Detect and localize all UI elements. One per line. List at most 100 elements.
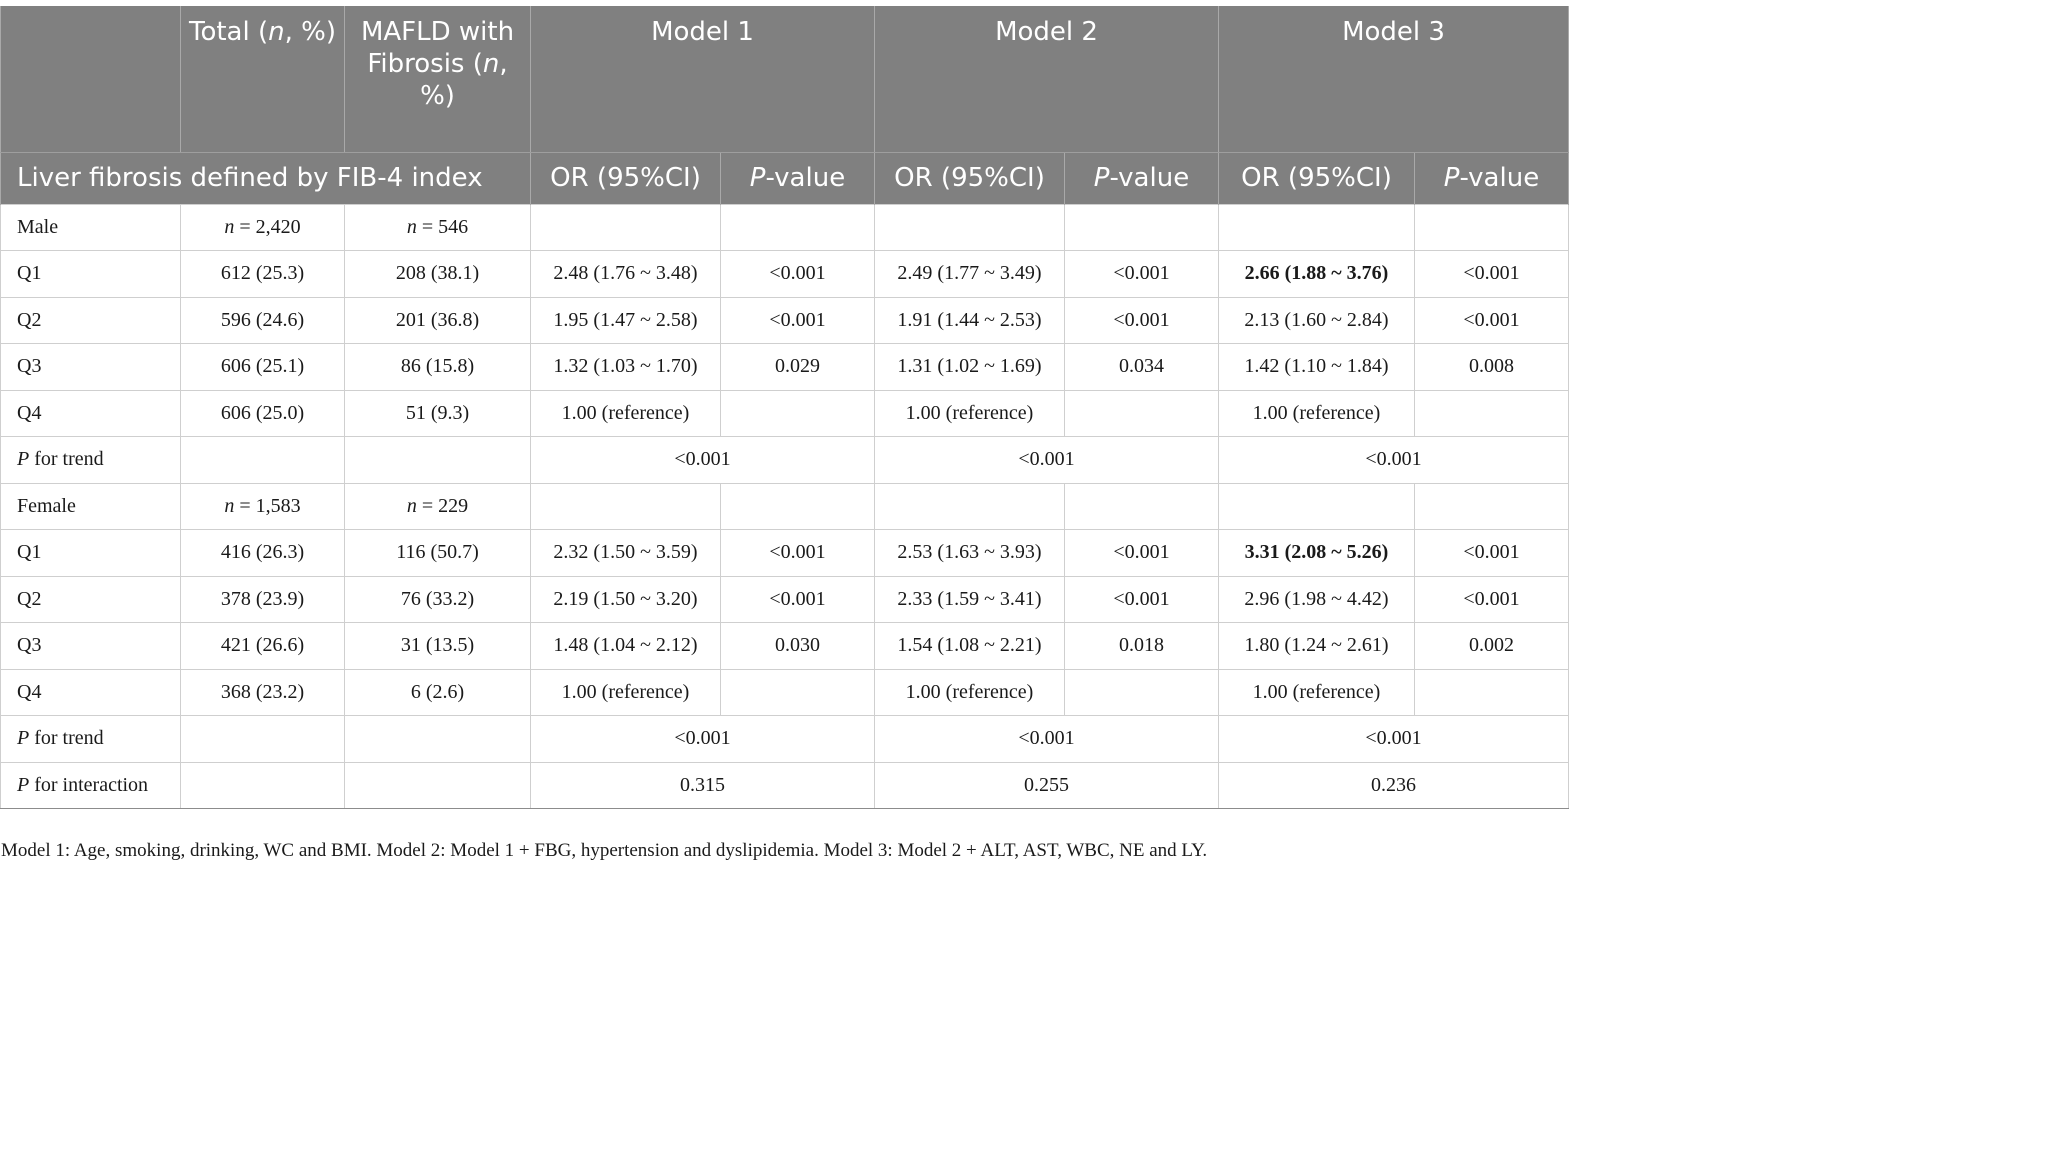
cell-or-3: 2.13 (1.60 ~ 2.84) <box>1218 296 1415 344</box>
cell-fibrosis: 6 (2.6) <box>344 668 531 716</box>
cell-p-2: 0.018 <box>1064 622 1219 670</box>
cell-p-1: 0.029 <box>720 343 875 391</box>
cell-or-2: 1.54 (1.08 ~ 2.21) <box>874 622 1065 670</box>
header-p-model-2: P-value <box>1064 152 1219 204</box>
cell-p-3: <0.001 <box>1414 296 1569 344</box>
table-row: Q1 416 (26.3) 116 (50.7) 2.32 (1.50 ~ 3.… <box>0 529 1569 577</box>
cell-or-1: 1.95 (1.47 ~ 2.58) <box>530 296 721 344</box>
total-n: n = 1,583 <box>180 482 345 530</box>
cell-or-3: 2.66 (1.88 ~ 3.76) <box>1218 250 1415 298</box>
quartile-label: Q2 <box>0 296 181 344</box>
interaction-model-2: 0.255 <box>874 761 1219 809</box>
header-mafld-fibrosis: MAFLD with Fibrosis (n, %) <box>344 6 531 153</box>
header-total: Total (n, %) <box>180 6 345 153</box>
cell-or-3: 2.96 (1.98 ~ 4.42) <box>1218 575 1415 623</box>
group-label: Female <box>0 482 181 530</box>
table-row: Q3 606 (25.1) 86 (15.8) 1.32 (1.03 ~ 1.7… <box>0 343 1569 391</box>
cell-total: 596 (24.6) <box>180 296 345 344</box>
cell-or-1: 2.32 (1.50 ~ 3.59) <box>530 529 721 577</box>
cell-or-3: 1.42 (1.10 ~ 1.84) <box>1218 343 1415 391</box>
cell-p-3 <box>1414 668 1569 716</box>
cell-p-3: <0.001 <box>1414 575 1569 623</box>
cell-total: 421 (26.6) <box>180 622 345 670</box>
cell-p-1 <box>720 389 875 437</box>
trend-label: P for trend <box>0 715 181 763</box>
table-row-interaction: P for interaction 0.315 0.255 0.236 <box>0 761 1569 809</box>
cell-or-2: 2.49 (1.77 ~ 3.49) <box>874 250 1065 298</box>
cell-p-2: <0.001 <box>1064 529 1219 577</box>
trend-model-2: <0.001 <box>874 436 1219 484</box>
cell-p-2: 0.034 <box>1064 343 1219 391</box>
trend-model-1: <0.001 <box>530 436 875 484</box>
cell-total: 416 (26.3) <box>180 529 345 577</box>
table-row: Q4 606 (25.0) 51 (9.3) 1.00 (reference) … <box>0 389 1569 437</box>
cell-p-1: <0.001 <box>720 250 875 298</box>
cell-or-1: 1.00 (reference) <box>530 668 721 716</box>
quartile-label: Q2 <box>0 575 181 623</box>
fibrosis-n: n = 229 <box>344 482 531 530</box>
table-row-male: Male n = 2,420 n = 546 <box>0 203 1569 251</box>
header-or-model-2: OR (95%CI) <box>874 152 1065 204</box>
header-or-model-3: OR (95%CI) <box>1218 152 1415 204</box>
quartile-label: Q3 <box>0 343 181 391</box>
cell-or-1: 1.00 (reference) <box>530 389 721 437</box>
cell-or-1: 2.48 (1.76 ~ 3.48) <box>530 250 721 298</box>
group-label: Male <box>0 203 181 251</box>
cell-fibrosis: 86 (15.8) <box>344 343 531 391</box>
cell-total: 378 (23.9) <box>180 575 345 623</box>
cell-p-3: 0.008 <box>1414 343 1569 391</box>
table-row: Q1 612 (25.3) 208 (38.1) 2.48 (1.76 ~ 3.… <box>0 250 1569 298</box>
cell-or-2: 2.53 (1.63 ~ 3.93) <box>874 529 1065 577</box>
table-row-trend: P for trend <0.001 <0.001 <0.001 <box>0 436 1569 484</box>
cell-p-2: <0.001 <box>1064 250 1219 298</box>
interaction-model-1: 0.315 <box>530 761 875 809</box>
quartile-label: Q3 <box>0 622 181 670</box>
trend-model-1: <0.001 <box>530 715 875 763</box>
header-model-3: Model 3 <box>1218 6 1569 153</box>
interaction-model-3: 0.236 <box>1218 761 1569 809</box>
cell-p-3: 0.002 <box>1414 622 1569 670</box>
header-row-stats: Liver fibrosis defined by FIB-4 index OR… <box>0 152 1569 204</box>
cell-or-2: 1.91 (1.44 ~ 2.53) <box>874 296 1065 344</box>
quartile-label: Q4 <box>0 389 181 437</box>
cell-fibrosis: 208 (38.1) <box>344 250 531 298</box>
header-or-model-1: OR (95%CI) <box>530 152 721 204</box>
cell-or-3: 3.31 (2.08 ~ 5.26) <box>1218 529 1415 577</box>
cell-p-1 <box>720 668 875 716</box>
cell-total: 606 (25.0) <box>180 389 345 437</box>
cell-p-2 <box>1064 668 1219 716</box>
cell-p-1: <0.001 <box>720 575 875 623</box>
cell-total: 368 (23.2) <box>180 668 345 716</box>
trend-model-3: <0.001 <box>1218 436 1569 484</box>
cell-or-2: 1.00 (reference) <box>874 668 1065 716</box>
trend-label: P for trend <box>0 436 181 484</box>
quartile-label: Q1 <box>0 529 181 577</box>
table-footnote: Model 1: Age, smoking, drinking, WC and … <box>1 840 1208 861</box>
cell-or-3: 1.80 (1.24 ~ 2.61) <box>1218 622 1415 670</box>
results-table: Total (n, %) MAFLD with Fibrosis (n, %) … <box>0 6 1569 809</box>
cell-or-2: 1.00 (reference) <box>874 389 1065 437</box>
table-row: Q2 378 (23.9) 76 (33.2) 2.19 (1.50 ~ 3.2… <box>0 575 1569 623</box>
cell-or-3: 1.00 (reference) <box>1218 668 1415 716</box>
cell-fibrosis: 51 (9.3) <box>344 389 531 437</box>
cell-p-3 <box>1414 389 1569 437</box>
table-row: Q2 596 (24.6) 201 (36.8) 1.95 (1.47 ~ 2.… <box>0 296 1569 344</box>
cell-p-2: <0.001 <box>1064 575 1219 623</box>
header-model-1: Model 1 <box>530 6 875 153</box>
cell-fibrosis: 201 (36.8) <box>344 296 531 344</box>
quartile-label: Q4 <box>0 668 181 716</box>
cell-p-3: <0.001 <box>1414 529 1569 577</box>
cell-or-1: 1.48 (1.04 ~ 2.12) <box>530 622 721 670</box>
table-row-trend: P for trend <0.001 <0.001 <0.001 <box>0 715 1569 763</box>
trend-model-3: <0.001 <box>1218 715 1569 763</box>
cell-or-1: 2.19 (1.50 ~ 3.20) <box>530 575 721 623</box>
cell-or-1: 1.32 (1.03 ~ 1.70) <box>530 343 721 391</box>
cell-p-1: 0.030 <box>720 622 875 670</box>
cell-or-2: 2.33 (1.59 ~ 3.41) <box>874 575 1065 623</box>
header-p-model-3: P-value <box>1414 152 1569 204</box>
cell-total: 612 (25.3) <box>180 250 345 298</box>
cell-p-1: <0.001 <box>720 529 875 577</box>
cell-or-2: 1.31 (1.02 ~ 1.69) <box>874 343 1065 391</box>
cell-fibrosis: 116 (50.7) <box>344 529 531 577</box>
cell-p-3: <0.001 <box>1414 250 1569 298</box>
